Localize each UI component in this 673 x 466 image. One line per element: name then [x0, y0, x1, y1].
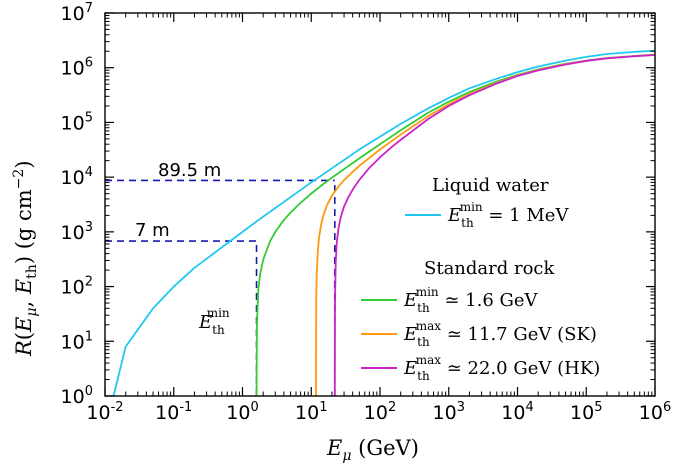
x-tick-label: 104 — [501, 400, 533, 424]
y-tick-label: 107 — [61, 1, 93, 25]
threshold-label: Ethmin — [198, 306, 230, 337]
x-axis-label: Eμ (GeV) — [326, 436, 419, 464]
annotation-89m: 89.5 m — [158, 160, 221, 181]
y-tick-label: 102 — [61, 275, 93, 299]
x-tick-labels: 10-2 10-1 100 101 102 103 104 105 106 — [86, 400, 671, 424]
y-tick-label: 106 — [61, 56, 93, 80]
x-tick-label: 101 — [295, 400, 327, 424]
series-lines — [112, 49, 655, 396]
series-line-3 — [333, 54, 655, 396]
legend-label-3: Ethmax ≃ 22.0 GeV (HK) — [403, 353, 600, 383]
x-tick-label: 103 — [433, 400, 465, 424]
y-tick-label: 100 — [61, 384, 93, 408]
y-tick-label: 103 — [61, 220, 93, 244]
x-tick-label: 100 — [226, 400, 258, 424]
legend-label-2: Ethmax ≃ 11.7 GeV (SK) — [403, 319, 597, 349]
x-tick-label: 102 — [364, 400, 396, 424]
x-tick-label: 106 — [639, 400, 671, 424]
legend: Liquid water Standard rock Ethmin = 1 Me… — [361, 175, 600, 383]
series-line-0 — [112, 49, 655, 396]
y-tick-labels: 100 101 102 103 104 105 106 107 — [61, 1, 93, 408]
legend-label-1: Ethmin ≃ 1.6 GeV — [403, 285, 539, 315]
x-tick-label: 10-1 — [155, 400, 192, 424]
annotation-7m: 7 m — [135, 220, 170, 241]
legend-group-title-rock: Standard rock — [424, 258, 556, 279]
x-tick-label: 105 — [570, 400, 602, 424]
y-tick-label: 105 — [61, 110, 93, 134]
dashed-guides — [105, 179, 336, 396]
y-axis-label: R(Eμ, Eth) (g cm−2) — [11, 160, 40, 357]
legend-group-title-water: Liquid water — [432, 175, 549, 196]
y-tick-label: 104 — [61, 165, 93, 189]
legend-label-0: Ethmin = 1 MeV — [447, 200, 569, 230]
y-tick-label: 101 — [61, 329, 93, 353]
axis-ticks — [104, 12, 656, 397]
x-tick-label: 10-2 — [86, 400, 123, 424]
